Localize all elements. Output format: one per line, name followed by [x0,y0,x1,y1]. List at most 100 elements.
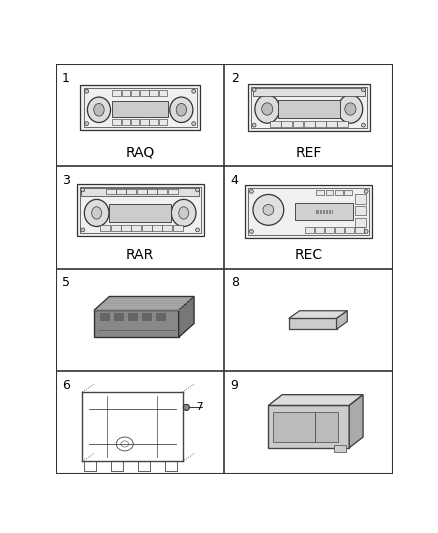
Ellipse shape [345,103,356,115]
Bar [270,120,281,127]
Ellipse shape [196,188,199,192]
Bar [355,227,364,233]
Bar [81,85,200,130]
Ellipse shape [255,95,279,123]
Bar [114,313,123,320]
Ellipse shape [85,90,88,93]
Ellipse shape [261,103,273,115]
Bar [142,225,152,231]
Bar [106,189,116,195]
Text: IIIIIIIIIIII: IIIIIIIIIIII [315,209,333,215]
Polygon shape [336,311,347,329]
Bar [147,189,157,195]
Bar [100,225,110,231]
Bar [131,90,139,96]
Bar [140,90,148,96]
Bar [273,411,315,442]
Bar [168,189,178,195]
Bar [137,189,147,195]
Text: 4: 4 [231,174,239,187]
Bar [110,225,120,231]
Ellipse shape [179,207,189,219]
Bar [81,188,199,196]
Bar [295,203,353,220]
Text: REC: REC [295,248,323,262]
Bar [335,227,344,233]
Ellipse shape [338,95,363,123]
Polygon shape [289,311,347,318]
Bar [149,119,158,125]
Polygon shape [179,296,194,337]
Ellipse shape [361,123,365,127]
Bar [337,120,348,127]
Ellipse shape [252,123,256,127]
Text: REF: REF [296,146,322,159]
Bar [142,313,151,320]
Text: 6: 6 [62,379,70,392]
Bar [149,90,158,96]
Text: 5: 5 [62,277,70,289]
Bar [131,225,141,231]
Bar [111,461,123,471]
Ellipse shape [81,188,85,192]
Bar [140,119,148,125]
Ellipse shape [192,122,196,126]
Polygon shape [349,394,363,448]
Bar [113,101,168,117]
Ellipse shape [176,103,187,116]
Text: 2: 2 [231,71,239,85]
Bar [335,190,343,195]
Bar [113,90,121,96]
Bar [251,87,367,128]
Polygon shape [289,318,336,329]
Polygon shape [268,394,363,406]
Text: 9: 9 [231,379,239,392]
Bar [334,445,346,453]
Bar [80,187,201,233]
Ellipse shape [170,97,193,123]
Bar [325,227,334,233]
Text: 8: 8 [231,277,239,289]
Bar [122,119,130,125]
Bar [155,313,165,320]
Bar [162,225,173,231]
Bar [77,184,204,236]
Ellipse shape [250,230,253,233]
Text: 3: 3 [62,174,70,187]
Ellipse shape [81,228,85,232]
Bar [121,225,131,231]
Bar [345,227,354,233]
Bar [113,119,121,125]
Polygon shape [94,296,194,310]
Bar [116,189,126,195]
Bar [128,313,137,320]
Ellipse shape [171,199,196,227]
Bar [84,88,197,127]
Text: RAQ: RAQ [126,146,155,159]
Bar [326,190,333,195]
Bar [159,90,167,96]
Ellipse shape [361,88,365,92]
Ellipse shape [88,97,110,123]
Bar [282,120,292,127]
Bar [245,185,372,238]
Bar [317,190,324,195]
Text: 7: 7 [193,402,203,413]
Ellipse shape [252,88,256,92]
Bar [110,204,171,222]
Ellipse shape [192,90,196,93]
Bar [344,190,352,195]
Polygon shape [94,310,179,337]
Bar [315,120,326,127]
Ellipse shape [250,189,253,193]
Ellipse shape [183,405,190,410]
Bar [355,217,366,227]
Bar [158,189,167,195]
Ellipse shape [94,103,104,116]
Bar [355,195,366,204]
Bar [304,120,314,127]
Bar [355,206,366,215]
Polygon shape [268,406,349,448]
Ellipse shape [92,207,102,219]
Ellipse shape [85,122,88,126]
